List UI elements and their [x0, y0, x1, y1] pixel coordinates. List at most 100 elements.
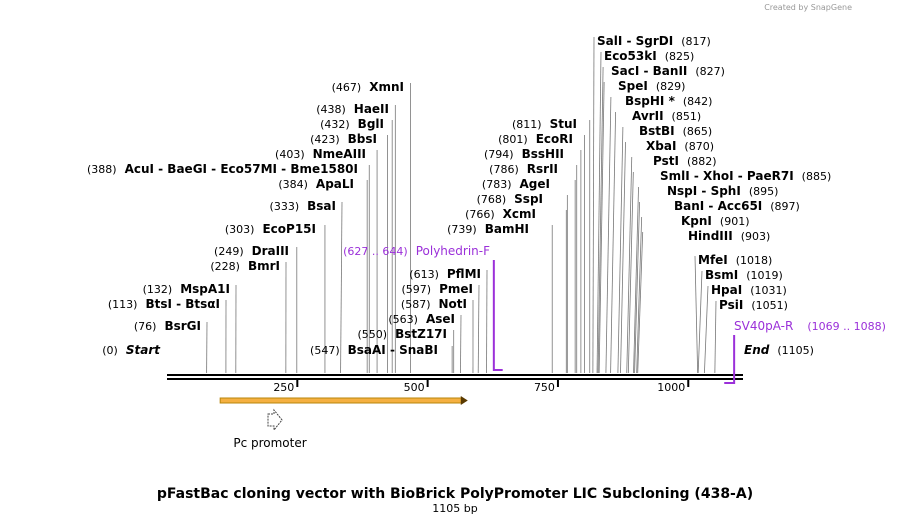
primer-name: SV40pA-R: [734, 319, 793, 333]
cut-site-line: [460, 315, 461, 373]
site-name: XcmI: [503, 207, 536, 221]
site-label: (76)BsrGI: [134, 319, 201, 333]
site-position: (438): [316, 103, 346, 116]
site-name: NmeAIII: [313, 147, 366, 161]
site-position: (228): [210, 260, 240, 273]
tick-label: 250: [273, 381, 294, 394]
site-name: SalI - SgrDI: [597, 34, 673, 48]
site-label: (563)AseI: [388, 312, 455, 326]
site-label: (547) BsaAI - SnaBI: [310, 343, 438, 357]
site-name: EcoRI: [536, 132, 573, 146]
site-name: BamHI: [485, 222, 529, 236]
site-label: (113)BtsI - BtsαI: [108, 297, 220, 311]
site-position: (1031): [750, 284, 787, 297]
site-name: BspHI *: [625, 94, 676, 108]
site-position: (432): [320, 118, 350, 131]
site-name: BsmI: [705, 268, 738, 282]
feature-arrowhead: [461, 396, 468, 405]
site-label: HpaI (1031): [711, 283, 787, 297]
tick-label: 500: [404, 381, 425, 394]
site-name: DraIII: [252, 244, 289, 258]
site-label: (384)ApaLI: [278, 177, 354, 191]
primer-range: (1069 .. 1088): [807, 320, 886, 333]
site-name: NspI - SphI: [667, 184, 741, 198]
site-position: (1018): [736, 254, 773, 267]
site-name: SmlI - XhoI - PaeR7I: [660, 169, 794, 183]
site-name: HindIII: [688, 229, 733, 243]
site-position: (842): [683, 95, 713, 108]
primer: [494, 260, 503, 370]
site-name: BstZ17I: [395, 327, 447, 341]
site-name: StuI: [550, 117, 577, 131]
site-label: (303)EcoP15I: [225, 222, 316, 236]
site-name: BsaI: [307, 199, 336, 213]
site-label: SmlI - XhoI - PaeR7I (885): [660, 169, 831, 183]
site-label: Eco53kI(825): [604, 49, 694, 63]
cut-site-line: [341, 202, 342, 373]
site-position: (249): [214, 245, 244, 258]
site-label: BstBI(865): [639, 124, 712, 138]
site-position: (587): [401, 298, 431, 311]
site-label: BsmI(1019): [705, 268, 783, 282]
site-position: (885): [802, 170, 832, 183]
site-label: (228) BmrI: [210, 259, 280, 273]
site-position: (0): [102, 344, 118, 357]
site-label: (587)NotI: [401, 297, 467, 311]
site-name: End: [744, 343, 770, 357]
site-position: (811): [512, 118, 542, 131]
site-name: PstI: [653, 154, 679, 168]
cut-site-line: [618, 127, 623, 373]
cut-site-line: [606, 97, 611, 373]
site-label: (388)AcuI - BaeGI - Eco57MI - Bme1580I: [87, 162, 358, 176]
site-name: SacI - BanII: [611, 64, 687, 78]
site-name: HpaI: [711, 283, 742, 297]
site-label: (783)AgeI: [482, 177, 550, 191]
site-position: (794): [484, 148, 514, 161]
site-label: (132)MspA1I: [143, 282, 230, 296]
primer-range: (627 .. 644): [343, 245, 408, 258]
site-label: HindIII (903): [688, 229, 770, 243]
site-label: (432) BglI: [320, 117, 384, 131]
site-position: (547): [310, 344, 340, 357]
site-label: PsiI(1051): [719, 298, 788, 312]
site-label: KpnI(901): [681, 214, 750, 228]
site-position: (882): [687, 155, 717, 168]
site-position: (851): [672, 110, 702, 123]
site-label: NspI - SphI(895): [667, 184, 778, 198]
site-name: BsaAI - SnaBI: [348, 343, 438, 357]
site-position: (783): [482, 178, 512, 191]
site-position: (403): [275, 148, 305, 161]
site-name: PflMI: [447, 267, 481, 281]
subtitle: 1105 bp: [432, 502, 477, 515]
site-position: (903): [741, 230, 771, 243]
site-label: AvrII(851): [632, 109, 701, 123]
site-label: (794) BssHII: [484, 147, 564, 161]
tick-label: 1000: [657, 381, 685, 394]
site-position: (901): [720, 215, 750, 228]
site-label: (333)BsaI: [270, 199, 336, 213]
site-name: BmrI: [248, 259, 280, 273]
site-label: (766)XcmI: [465, 207, 536, 221]
site-position: (467): [332, 81, 362, 94]
site-label: (786)RsrII: [489, 162, 558, 176]
cut-site-line: [698, 271, 702, 373]
site-position: (550): [358, 328, 388, 341]
site-position: (870): [684, 140, 714, 153]
site-label: (467)XmnI: [332, 80, 404, 94]
site-label: (801)EcoRI: [498, 132, 573, 146]
site-label: (249) DraIII: [214, 244, 289, 258]
site-label: BanI - Acc65I(897): [674, 199, 800, 213]
site-label: (613)PflMI: [409, 267, 481, 281]
site-label: SalI - SgrDI(817): [597, 34, 711, 48]
site-name: BssHII: [522, 147, 564, 161]
site-name: PmeI: [439, 282, 473, 296]
primer-name: Polyhedrin-F: [416, 244, 490, 258]
cut-site-line: [478, 285, 479, 373]
site-name: MfeI: [698, 253, 728, 267]
site-label: (550) BstZ17I: [358, 327, 447, 341]
primer-label: SV40pA-R (1069 .. 1088): [734, 319, 886, 333]
site-position: (865): [683, 125, 713, 138]
site-name: HaeII: [354, 102, 389, 116]
site-position: (786): [489, 163, 519, 176]
site-name: BglI: [358, 117, 384, 131]
